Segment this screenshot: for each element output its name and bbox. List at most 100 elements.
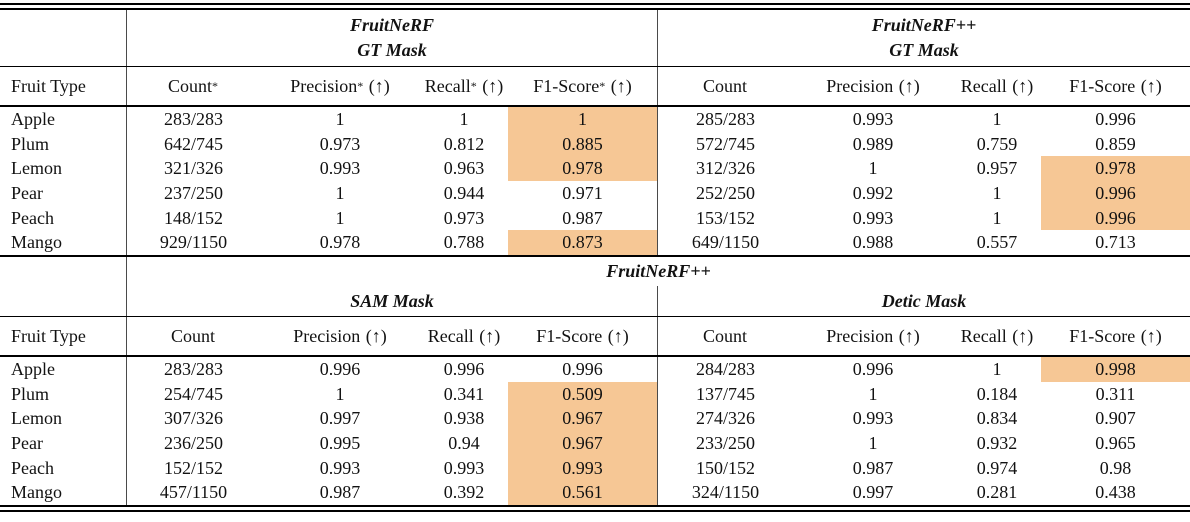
recall-cell: 0.281 <box>976 482 1018 503</box>
f1-cell: 0.967 <box>508 431 658 456</box>
header-rule <box>0 316 1190 318</box>
span-title-fruitnerfpp: FruitNeRF++ <box>606 261 711 282</box>
fruit-name: Plum <box>0 131 127 157</box>
table-row: Lemon 321/326 0.993 0.963 0.978 312/326 … <box>0 156 1190 182</box>
count-cell: 283/283 <box>163 358 223 379</box>
f1-cell: 0.885 <box>508 131 658 157</box>
precision-cell: 0.993 <box>319 457 361 478</box>
precision-cell: 0.996 <box>319 358 361 379</box>
table-row: Lemon 307/326 0.997 0.938 0.967 274/326 … <box>0 406 1190 432</box>
precision-header: Precision * (↑) <box>290 75 390 96</box>
precision-cell: 1 <box>868 158 878 179</box>
group-header-sam-mask: SAM Mask <box>127 286 658 317</box>
f1-score-header: F1-Score (↑) <box>1069 75 1162 96</box>
count-cell: 572/745 <box>695 133 755 154</box>
f1-cell: 0.311 <box>1095 383 1136 404</box>
count-header: Count <box>702 325 747 346</box>
recall-cell: 0.834 <box>976 408 1018 429</box>
f1-cell: 0.993 <box>508 455 658 481</box>
precision-cell: 0.997 <box>852 482 894 503</box>
corner-spacer <box>0 10 127 66</box>
recall-header: Recall (↑) <box>960 325 1034 346</box>
precision-cell: 1 <box>868 383 878 404</box>
precision-cell: 0.995 <box>319 433 361 454</box>
f1-cell: 0.907 <box>1095 408 1136 429</box>
recall-cell: 1 <box>459 108 469 129</box>
fruit-name: Peach <box>0 455 127 481</box>
group-title: FruitNeRF++ <box>871 15 977 35</box>
precision-cell: 0.978 <box>319 232 361 253</box>
precision-header: Precision (↑) <box>293 325 387 346</box>
group-title: FruitNeRF <box>349 15 435 35</box>
fruit-name: Apple <box>0 357 127 382</box>
count-cell: 324/1150 <box>691 482 760 503</box>
f1-cell: 1 <box>508 107 658 132</box>
precision-cell: 0.996 <box>852 358 894 379</box>
table-row: Plum 642/745 0.973 0.812 0.885 572/745 0… <box>0 131 1190 157</box>
precision-cell: 1 <box>335 182 345 203</box>
recall-cell: 0.993 <box>443 457 485 478</box>
fruit-name: Pear <box>0 181 127 206</box>
fruit-type-header: Fruit Type <box>0 67 127 105</box>
precision-cell: 0.993 <box>852 408 894 429</box>
precision-header: Precision (↑) <box>826 325 920 346</box>
fruit-name: Lemon <box>0 156 127 182</box>
corner-spacer <box>0 286 127 317</box>
table2-span-title-row: FruitNeRF++ <box>0 257 1190 287</box>
f1-cell: 0.971 <box>508 181 658 206</box>
group-subtitle: GT Mask <box>357 40 427 60</box>
f1-cell: 0.859 <box>1095 133 1136 154</box>
table1-body: Apple 283/283 1 1 1 285/283 0.993 1 0.99… <box>0 107 1190 256</box>
table-row: Plum 254/745 1 0.341 0.509 137/745 1 0.1… <box>0 381 1190 407</box>
f1-cell: 0.996 <box>1041 181 1190 206</box>
f1-cell: 0.873 <box>508 230 658 256</box>
count-cell: 283/283 <box>163 108 223 129</box>
f1-cell: 0.967 <box>508 406 658 432</box>
f1-cell: 0.978 <box>1041 156 1190 182</box>
count-cell: 649/1150 <box>691 232 760 253</box>
recall-cell: 1 <box>992 182 1002 203</box>
recall-header: Recall (↑) <box>960 75 1034 96</box>
precision-cell: 0.973 <box>319 133 361 154</box>
precision-cell: 0.989 <box>852 133 894 154</box>
recall-cell: 0.557 <box>976 232 1018 253</box>
count-cell: 312/326 <box>695 158 755 179</box>
table-row: Mango 457/1150 0.987 0.392 0.561 324/115… <box>0 480 1190 506</box>
f1-cell: 0.98 <box>1099 457 1132 478</box>
recall-header: Recall (↑) <box>427 325 501 346</box>
table2-group-header-row: SAM Mask Detic Mask <box>0 286 1190 317</box>
precision-cell: 0.993 <box>852 207 894 228</box>
f1-cell: 0.996 <box>1095 108 1136 129</box>
header-rule <box>0 105 1190 107</box>
fruit-name: Pear <box>0 431 127 456</box>
fruit-name: Mango <box>0 230 127 256</box>
f1-cell: 0.987 <box>508 205 658 231</box>
f1-cell: 0.965 <box>1095 433 1136 454</box>
f1-cell: 0.996 <box>508 357 658 382</box>
precision-cell: 1 <box>335 383 345 404</box>
f1-score-header: F1-Score (↑) <box>1069 325 1162 346</box>
f1-cell: 0.998 <box>1041 357 1190 382</box>
table-separator-rule <box>0 255 1190 258</box>
table-row: Peach 148/152 1 0.973 0.987 153/152 0.99… <box>0 205 1190 231</box>
recall-header: Recall * (↑) <box>424 75 504 96</box>
fruit-name: Peach <box>0 205 127 231</box>
fruit-name: Plum <box>0 381 127 407</box>
fruit-type-header: Fruit Type <box>0 317 127 356</box>
group-subtitle: GT Mask <box>889 40 959 60</box>
fruit-name: Mango <box>0 480 127 506</box>
recall-cell: 0.94 <box>448 433 480 454</box>
recall-cell: 0.974 <box>976 457 1018 478</box>
precision-cell: 1 <box>335 108 345 129</box>
recall-cell: 0.788 <box>443 232 485 253</box>
count-cell: 237/250 <box>163 182 223 203</box>
precision-cell: 0.997 <box>319 408 361 429</box>
precision-cell: 0.987 <box>852 457 894 478</box>
count-header: Count <box>702 75 747 96</box>
recall-cell: 1 <box>992 358 1002 379</box>
precision-cell: 0.993 <box>852 108 894 129</box>
group-subtitle: SAM Mask <box>350 290 434 311</box>
recall-cell: 0.963 <box>443 158 485 179</box>
precision-cell: 0.992 <box>852 182 894 203</box>
